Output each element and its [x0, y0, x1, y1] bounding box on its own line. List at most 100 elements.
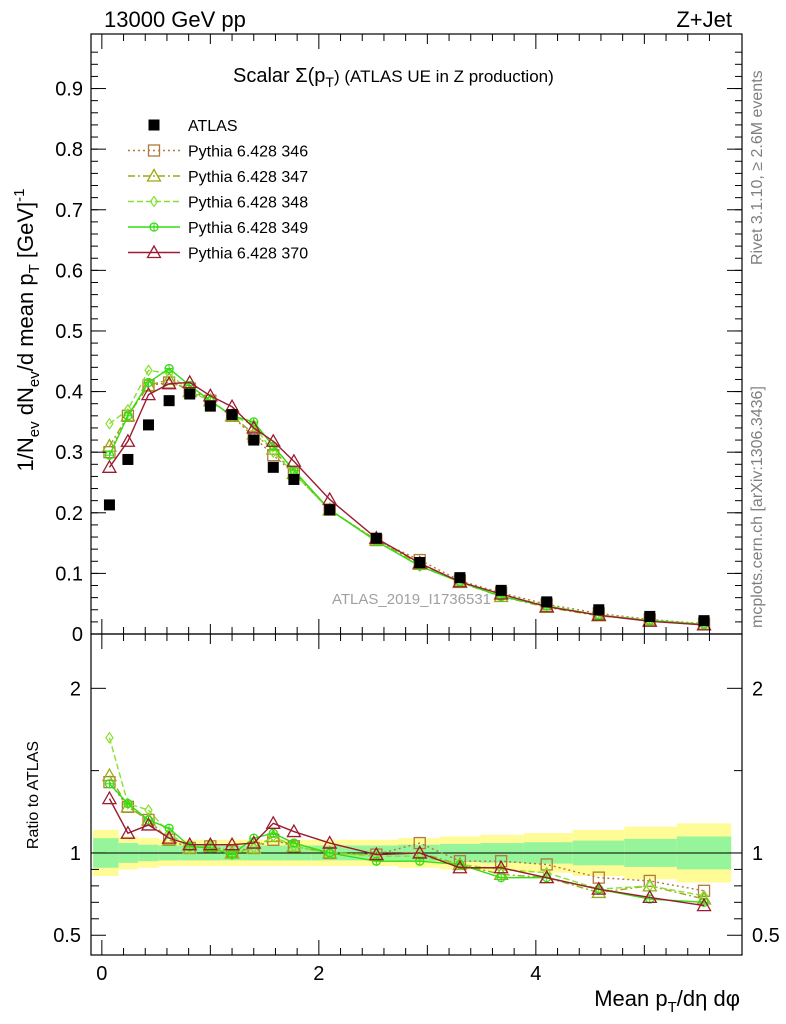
- data-point: [286, 453, 302, 467]
- y-tick-label: 0: [72, 624, 83, 646]
- legend-label: Pythia 6.428 346: [188, 144, 308, 161]
- atlas-data-point: [541, 596, 553, 608]
- legend-entry: Pythia 6.428 348: [128, 195, 308, 212]
- legend-marker: [146, 244, 162, 259]
- data-point: [140, 386, 157, 401]
- series-line: [109, 369, 705, 626]
- y-tick-label: 0.6: [55, 260, 83, 282]
- legend-marker: [148, 119, 160, 131]
- y-tick-label: 0.9: [55, 79, 83, 101]
- series-line: [108, 367, 705, 626]
- ratio-point: [249, 841, 258, 855]
- legend-label: Pythia 6.428 348: [188, 195, 308, 212]
- ratio-y-tick-label-right: 0.5: [752, 925, 780, 947]
- data-point: [120, 407, 136, 422]
- ratio-frame: [90, 633, 743, 956]
- y-tick-label: 0.4: [55, 382, 83, 404]
- data-point: [123, 411, 133, 421]
- ratio-point: [413, 836, 426, 850]
- data-point: [249, 418, 258, 431]
- atlas-data-point: [698, 615, 710, 627]
- ratio-point: [202, 836, 218, 851]
- ratio-point: [591, 881, 607, 895]
- legend-entry: ATLAS: [148, 118, 238, 135]
- data-point: [164, 363, 174, 374]
- atlas-data-point: [143, 419, 155, 431]
- atlas-data-point: [324, 504, 336, 516]
- atlas-data-point: [226, 409, 238, 421]
- ratio-y-tick-label-right: 2: [752, 678, 763, 700]
- ratio-y-tick-label: 2: [70, 678, 81, 700]
- atlas-data-point: [204, 400, 216, 412]
- ratio-point: [246, 835, 262, 849]
- data-point: [120, 433, 136, 447]
- legend-label: Pythia 6.428 370: [188, 246, 308, 263]
- y-tick-label: 0.2: [55, 503, 83, 525]
- atlas-data-point: [644, 610, 656, 622]
- mcplots-label: mcplots.cern.ch [arXiv:1306.3436]: [749, 386, 766, 628]
- data-point: [289, 465, 299, 476]
- ratio-point: [455, 858, 465, 871]
- ratio-point: [452, 859, 468, 874]
- ratio-point: [265, 815, 281, 829]
- main-plot: [101, 363, 712, 631]
- series-line: [108, 378, 705, 626]
- x-tick-label: 2: [313, 963, 324, 985]
- ratio-ylabel: Ratio to ATLAS: [25, 741, 42, 849]
- series-line: [108, 381, 705, 625]
- ratio-point: [268, 828, 278, 838]
- ratio-point: [289, 840, 299, 853]
- data-point: [144, 364, 153, 377]
- atlas-data-point: [370, 532, 382, 544]
- legend-entry: Pythia 6.428 370: [128, 244, 308, 263]
- atlas-data-point: [103, 499, 115, 511]
- ratio-point: [325, 848, 335, 858]
- main-ylabel: 1/Nev dNev/d mean pT [GeV]-1: [11, 189, 43, 472]
- ratio-point: [104, 779, 115, 789]
- legend-label: ATLAS: [188, 118, 238, 135]
- series-line: [108, 381, 705, 626]
- atlas-data-point: [163, 395, 175, 407]
- ratio-point: [140, 817, 157, 831]
- ratio-series-line: [108, 798, 705, 907]
- data-point: [101, 459, 118, 473]
- legend-marker: [149, 222, 159, 232]
- legend-label: Pythia 6.428 347: [188, 169, 308, 186]
- atlas-data-point: [495, 584, 507, 596]
- data-point: [269, 446, 278, 459]
- ratio-point: [120, 825, 136, 839]
- y-tick-label: 0.8: [55, 139, 83, 161]
- legend: ATLAS Pythia 6.428 346 Pythia 6.428 347 Pyt…: [128, 118, 308, 263]
- axes: 0 0.1 0.2 0.3 0.4 0.5 0.6 0.7 0.8 0.9 0.5 0.5 1 1 2 2 0 2…: [53, 33, 780, 985]
- ratio-point: [224, 836, 240, 851]
- data-point: [182, 374, 198, 389]
- ratio-point: [101, 790, 118, 805]
- ratio-plot: [101, 731, 712, 912]
- legend-marker: [149, 195, 159, 208]
- ratio-point: [643, 874, 656, 888]
- atlas-data-point: [454, 572, 466, 584]
- header-right: Z+Jet: [676, 7, 732, 32]
- legend-marker: [146, 168, 162, 182]
- y-tick-label: 0.1: [55, 563, 83, 585]
- chart-title: Scalar Σ(pT) (ATLAS UE in Z production): [233, 65, 554, 90]
- ratio-point: [412, 845, 428, 859]
- ratio-series-line: [108, 737, 705, 897]
- data-point: [104, 450, 115, 460]
- ratio-y-tick-label: 1: [70, 843, 81, 865]
- data-point: [265, 433, 281, 447]
- ratio-point: [144, 804, 153, 817]
- ratio-point: [325, 846, 334, 859]
- ratio-point: [161, 830, 177, 844]
- x-tick-label: 0: [96, 963, 107, 985]
- legend-entry: Pythia 6.428 347: [128, 168, 308, 186]
- analysis-watermark: ATLAS_2019_I1736531: [332, 591, 491, 608]
- legend-entry: Pythia 6.428 349: [128, 220, 308, 237]
- ratio-point: [539, 869, 555, 884]
- x-tick-label: 4: [530, 963, 541, 985]
- atlas-data-point: [267, 461, 279, 473]
- data-point: [246, 420, 262, 434]
- legend-label: Pythia 6.428 349: [188, 220, 308, 237]
- data-point: [105, 417, 114, 430]
